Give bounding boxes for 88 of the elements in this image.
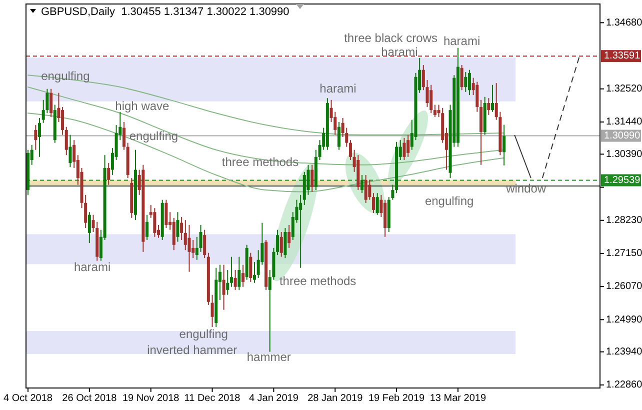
x-tick-label: 26 Oct 2018 xyxy=(62,393,118,404)
ref-line-label: 1.29539 xyxy=(604,174,641,186)
annotation: inverted hammer xyxy=(147,343,238,358)
x-tick-label: 4 Oct 2018 xyxy=(4,393,53,404)
y-tick-label: 1.32520 xyxy=(606,84,642,95)
candlestick xyxy=(276,229,280,256)
y-tick-label: 1.31440 xyxy=(606,116,642,128)
candlestick xyxy=(230,256,233,288)
candlestick xyxy=(252,262,256,284)
candlestick xyxy=(280,232,283,258)
x-tick-label: 13 Mar 2019 xyxy=(430,393,486,404)
annotation: high wave xyxy=(115,99,170,114)
candlestick xyxy=(176,212,180,242)
annotation: harami xyxy=(443,34,480,48)
annotation: harami xyxy=(74,260,111,274)
candlestick xyxy=(402,137,406,160)
candlestick xyxy=(210,294,214,328)
candlestick xyxy=(368,179,372,200)
ref-line-label: 1.30990 xyxy=(604,130,641,142)
y-tick-label: 1.26070 xyxy=(606,281,642,292)
x-tick-label: 11 Dec 2018 xyxy=(184,393,241,404)
candlestick xyxy=(199,224,202,252)
candlestick xyxy=(360,174,364,194)
candlestick xyxy=(464,72,468,92)
candlestick xyxy=(188,224,191,272)
y-tick-label: 1.24990 xyxy=(606,314,642,326)
annotation: three methods xyxy=(279,274,356,288)
candlestick xyxy=(433,104,436,118)
candlestick xyxy=(34,124,38,150)
candlestick xyxy=(376,192,379,216)
candlestick xyxy=(234,270,237,290)
candlestick xyxy=(299,194,302,268)
y-tick-label: 1.27150 xyxy=(606,248,642,260)
annotation: engulfing xyxy=(424,194,474,208)
annotation: engulfing xyxy=(179,327,228,342)
candlestick xyxy=(241,264,244,288)
candlestick xyxy=(502,124,506,166)
candlestick xyxy=(476,81,479,112)
ref-line-label: 1.33591 xyxy=(604,50,641,62)
candlestick xyxy=(348,140,352,160)
candlestick xyxy=(61,106,64,136)
candlestick xyxy=(164,199,168,229)
candlestick xyxy=(430,84,433,114)
candlestick xyxy=(38,118,42,158)
chart-title: GBPUSD,Daily 1.30455 1.31347 1.30022 1.30990 xyxy=(41,6,290,18)
candlestick xyxy=(406,134,410,158)
line-series xyxy=(28,112,505,192)
x-tick-label: 4 Jan 2019 xyxy=(248,393,299,404)
candlestick xyxy=(468,69,471,96)
candlestick xyxy=(364,174,368,204)
candlestick xyxy=(153,208,156,238)
annotation: harami xyxy=(381,45,418,60)
candlestick xyxy=(284,228,287,259)
candlestick xyxy=(172,217,176,251)
annotation: hammer xyxy=(246,350,291,364)
candlestick xyxy=(249,252,252,282)
x-tick-label: 19 Feb 2019 xyxy=(368,393,426,404)
candlestick xyxy=(460,64,464,91)
candlestick xyxy=(203,229,206,259)
candlestick xyxy=(64,126,68,156)
candlestick xyxy=(68,134,72,168)
candlestick xyxy=(84,194,88,229)
candlestick xyxy=(491,84,494,112)
candlestick xyxy=(50,88,53,118)
candlestick xyxy=(337,121,340,150)
candlestick xyxy=(310,164,314,192)
candlestick xyxy=(226,270,230,296)
y-tick-label: 1.23940 xyxy=(606,346,642,358)
candlestick xyxy=(122,121,126,150)
candlestick xyxy=(146,214,149,240)
candlestick xyxy=(238,256,241,290)
annotation: three black crows xyxy=(344,31,438,46)
candlestick xyxy=(288,224,291,248)
candlestick xyxy=(107,162,110,186)
candlestick xyxy=(192,239,195,259)
candlestick xyxy=(88,212,91,244)
y-tick-label: 1.30390 xyxy=(606,148,642,160)
y-tick-label: 1.22860 xyxy=(606,380,642,391)
candlestick xyxy=(222,264,226,310)
x-tick-label: 19 Nov 2018 xyxy=(122,393,180,404)
y-tick-label: 1.28230 xyxy=(606,215,642,226)
annotation: harami xyxy=(320,81,356,96)
candlestick xyxy=(180,216,184,240)
candlestick xyxy=(372,192,376,214)
candlestick xyxy=(487,98,490,116)
candlestick xyxy=(195,236,198,260)
y-tick-label: 1.34680 xyxy=(606,17,642,28)
x-tick-label: 28 Jan 2019 xyxy=(308,393,364,404)
